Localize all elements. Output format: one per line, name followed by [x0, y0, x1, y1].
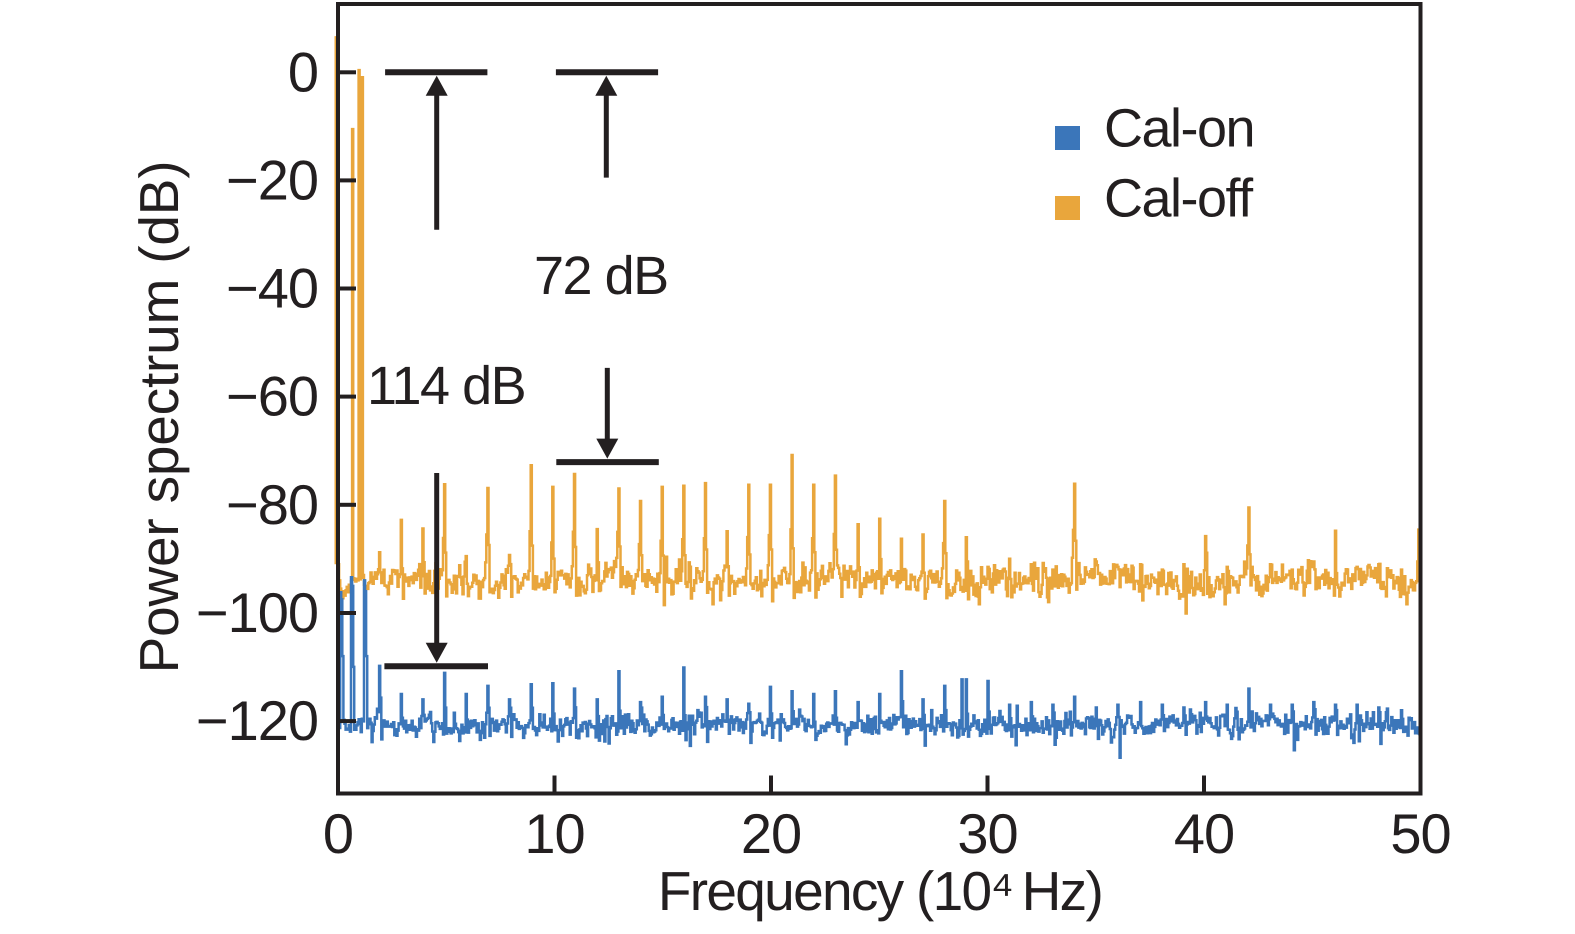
svg-text:40: 40 — [1174, 802, 1234, 865]
svg-text:50: 50 — [1390, 802, 1450, 865]
svg-text:Cal-on: Cal-on — [1104, 99, 1254, 159]
svg-text:−40: −40 — [226, 257, 318, 320]
svg-text:20: 20 — [741, 802, 801, 865]
svg-text:114 dB: 114 dB — [367, 356, 525, 416]
svg-text:30: 30 — [957, 802, 1017, 865]
svg-text:0: 0 — [323, 802, 353, 865]
svg-text:Power spectrum (dB): Power spectrum (dB) — [128, 161, 190, 674]
svg-text:−20: −20 — [226, 148, 318, 211]
svg-text:Frequency (10⁴ Hz): Frequency (10⁴ Hz) — [658, 860, 1102, 922]
svg-text:−120: −120 — [196, 689, 318, 752]
svg-text:72 dB: 72 dB — [534, 246, 668, 306]
svg-text:−60: −60 — [226, 365, 318, 428]
svg-text:0: 0 — [288, 40, 318, 103]
svg-text:10: 10 — [524, 802, 584, 865]
svg-text:−100: −100 — [196, 581, 318, 644]
svg-text:Cal-off: Cal-off — [1104, 169, 1254, 229]
svg-text:−80: −80 — [226, 473, 318, 536]
